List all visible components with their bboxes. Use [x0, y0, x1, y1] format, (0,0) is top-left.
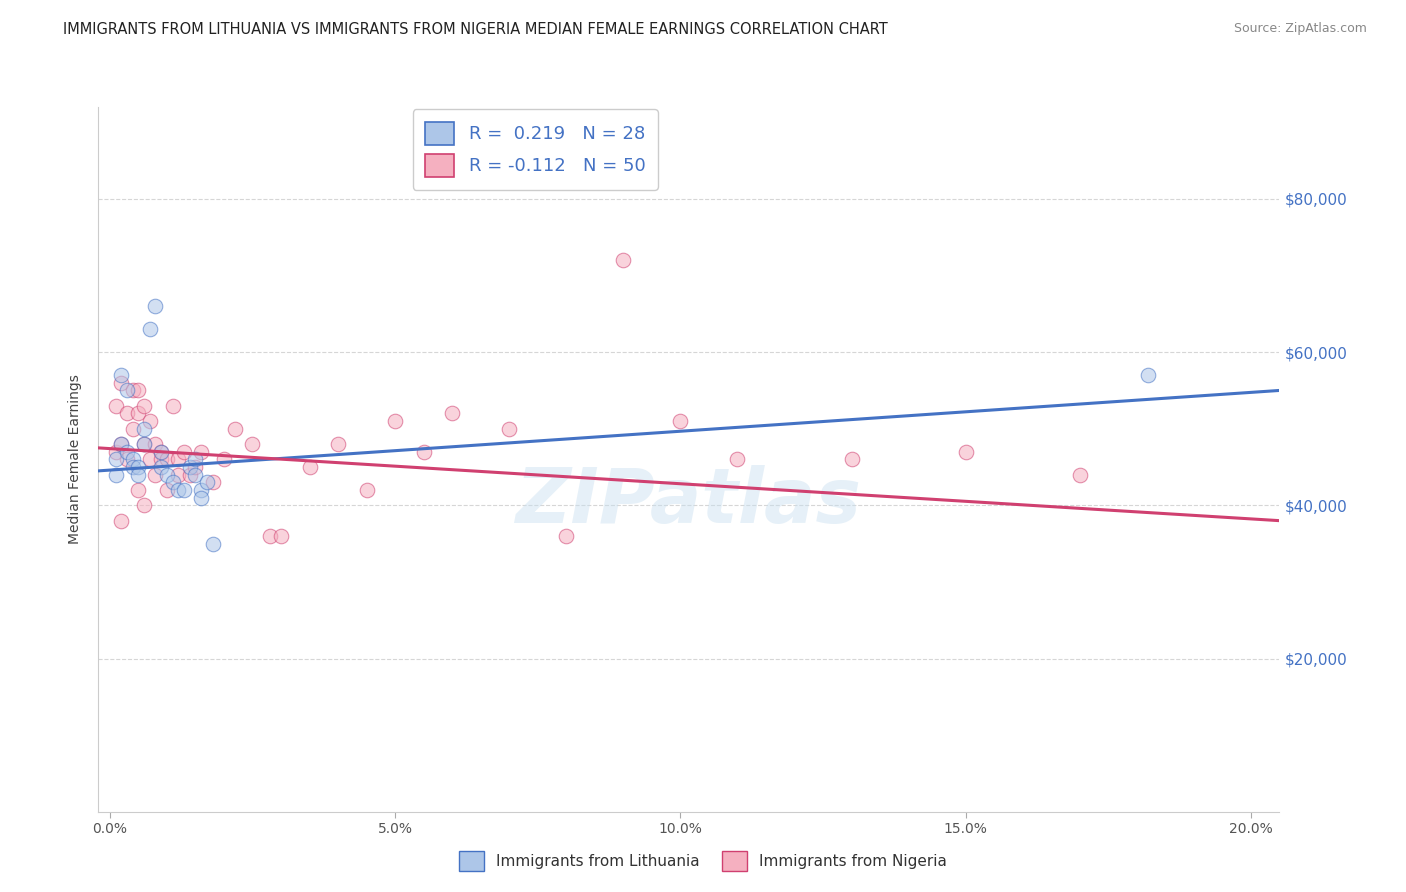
Point: [110, 437, 132, 451]
Point: [132, 437, 155, 451]
Text: IMMIGRANTS FROM LITHUANIA VS IMMIGRANTS FROM NIGERIA MEDIAN FEMALE EARNINGS CORR: IMMIGRANTS FROM LITHUANIA VS IMMIGRANTS …: [63, 22, 889, 37]
Point: [115, 444, 138, 458]
Point: [441, 406, 464, 420]
Point: [104, 399, 127, 413]
Point: [190, 483, 212, 497]
Point: [121, 422, 143, 436]
Point: [110, 437, 132, 451]
Point: [212, 452, 235, 467]
Point: [115, 452, 138, 467]
Point: [298, 460, 321, 475]
Point: [132, 422, 155, 436]
Point: [104, 467, 127, 482]
Point: [612, 253, 634, 268]
Point: [132, 399, 155, 413]
Legend: Immigrants from Lithuania, Immigrants from Nigeria: Immigrants from Lithuania, Immigrants fr…: [453, 846, 953, 877]
Point: [242, 437, 264, 451]
Point: [121, 452, 143, 467]
Point: [356, 483, 378, 497]
Point: [132, 499, 155, 513]
Point: [1137, 368, 1160, 383]
Point: [127, 406, 149, 420]
Point: [184, 452, 207, 467]
Point: [127, 460, 149, 475]
Point: [150, 444, 173, 458]
Point: [127, 467, 149, 482]
Point: [190, 491, 212, 505]
Point: [156, 483, 179, 497]
Point: [725, 452, 748, 467]
Point: [173, 444, 195, 458]
Point: [167, 483, 190, 497]
Point: [498, 422, 520, 436]
Point: [195, 475, 218, 490]
Point: [167, 467, 190, 482]
Point: [145, 299, 167, 313]
Point: [139, 414, 162, 428]
Point: [270, 529, 292, 543]
Point: [104, 452, 127, 467]
Point: [127, 384, 149, 398]
Point: [121, 384, 143, 398]
Legend: R =  0.219   N = 28, R = -0.112   N = 50: R = 0.219 N = 28, R = -0.112 N = 50: [413, 109, 658, 190]
Point: [955, 444, 977, 458]
Point: [179, 460, 201, 475]
Point: [145, 437, 167, 451]
Point: [156, 467, 179, 482]
Point: [162, 399, 184, 413]
Point: [184, 467, 207, 482]
Point: [841, 452, 863, 467]
Point: [110, 376, 132, 390]
Point: [132, 437, 155, 451]
Point: [1069, 467, 1091, 482]
Point: [110, 514, 132, 528]
Point: [412, 444, 434, 458]
Point: [150, 460, 173, 475]
Point: [121, 460, 143, 475]
Point: [156, 452, 179, 467]
Point: [167, 452, 190, 467]
Point: [162, 475, 184, 490]
Text: Source: ZipAtlas.com: Source: ZipAtlas.com: [1233, 22, 1367, 36]
Point: [145, 467, 167, 482]
Point: [384, 414, 406, 428]
Point: [259, 529, 281, 543]
Point: [555, 529, 578, 543]
Point: [139, 452, 162, 467]
Point: [190, 444, 212, 458]
Point: [104, 444, 127, 458]
Point: [150, 452, 173, 467]
Point: [201, 475, 224, 490]
Point: [127, 483, 149, 497]
Text: ZIPatlas: ZIPatlas: [516, 465, 862, 539]
Point: [115, 406, 138, 420]
Y-axis label: Median Female Earnings: Median Female Earnings: [69, 375, 83, 544]
Point: [326, 437, 349, 451]
Point: [150, 444, 173, 458]
Point: [179, 467, 201, 482]
Point: [224, 422, 246, 436]
Point: [115, 384, 138, 398]
Point: [139, 322, 162, 336]
Point: [173, 483, 195, 497]
Point: [110, 368, 132, 383]
Point: [201, 536, 224, 550]
Point: [669, 414, 692, 428]
Point: [184, 460, 207, 475]
